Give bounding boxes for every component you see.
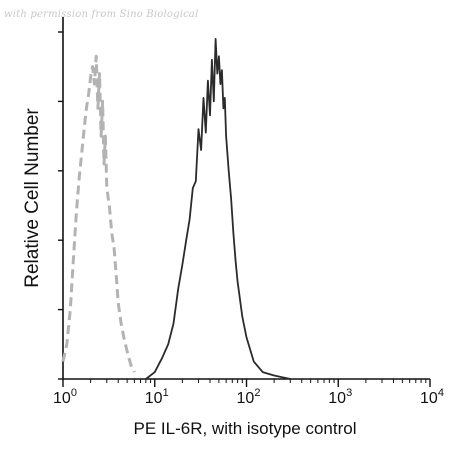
series-line-0	[61, 54, 136, 373]
x-tick-labels: 100 101 102 103 104	[53, 387, 444, 407]
y-axis-label: Relative Cell Number	[22, 108, 43, 288]
x-tick-label-4: 104	[420, 387, 444, 407]
x-tick-label-1: 101	[145, 387, 169, 407]
x-tick-label-0: 100	[53, 387, 77, 407]
series-group	[61, 38, 291, 380]
watermark-text: with permission from Sino Biological	[4, 9, 199, 20]
y-ticks	[58, 31, 63, 380]
x-tick-label-2: 102	[237, 387, 261, 407]
x-axis-label: PE IL-6R, with isotype control	[134, 419, 357, 438]
x-tick-label-3: 103	[328, 387, 352, 407]
series-line-1	[145, 38, 291, 380]
x-ticks	[62, 379, 431, 387]
